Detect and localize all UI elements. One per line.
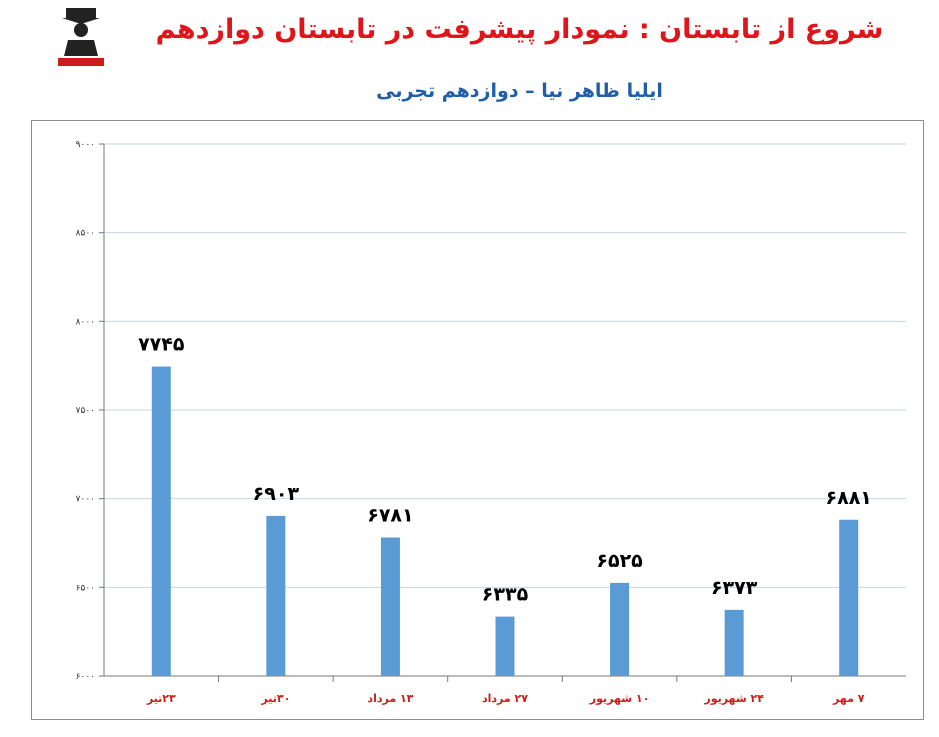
page-subtitle: ایلیا ظاهر نیا – دوازدهم تجربی [376,80,663,102]
data-label: ۶۸۸۱ [826,487,872,509]
bar [610,582,630,676]
bar [266,515,286,676]
x-tick-label: ۳۰تیر [260,692,290,705]
logo-icon [58,8,104,66]
bar [839,519,859,676]
bar [151,366,171,676]
data-label: ۶۳۷۳ [711,577,758,599]
x-tick-label: ۱۰ شهریور [589,692,650,705]
data-label: ۷۷۴۵ [138,334,185,356]
x-tick-label: ۱۳ مرداد [367,692,413,705]
x-tick-label: ۲۳تیر [146,692,176,705]
page-title: شروع از تابستان : نمودار پیشرفت در تابست… [155,14,884,45]
y-tick-label: ۶۰۰۰ [76,672,95,682]
y-tick-label: ۹۰۰۰ [76,140,95,150]
y-tick-label: ۷۰۰۰ [76,495,95,505]
chart-frame [31,120,924,720]
bar [724,609,744,676]
y-tick-label: ۶۵۰۰ [76,583,95,593]
x-tick-label: ۷ مهر [832,692,865,705]
data-label: ۶۹۰۳ [253,483,300,505]
y-tick-label: ۸۵۰۰ [76,229,95,239]
data-label: ۶۵۲۵ [596,550,643,572]
x-tick-label: ۲۴ شهریور [703,692,764,705]
x-tick-label: ۲۷ مرداد [482,692,528,705]
data-label: ۶۳۳۵ [482,584,529,606]
data-label: ۶۷۸۱ [367,505,413,527]
y-tick-label: ۸۰۰۰ [76,317,95,327]
bar [380,537,400,676]
bar [495,616,515,676]
y-tick-label: ۷۵۰۰ [76,406,95,416]
